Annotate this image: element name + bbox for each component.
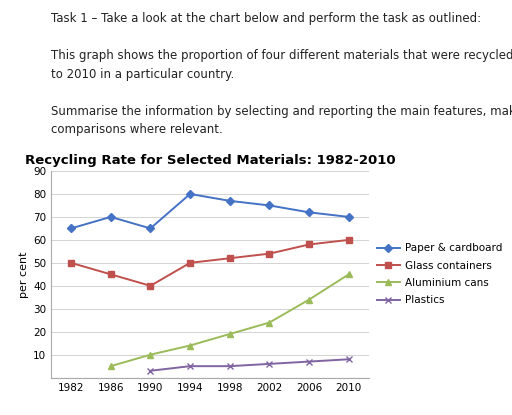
Glass containers (266, 251, 272, 256)
Glass containers (306, 242, 312, 247)
Line: Aluminium cans: Aluminium cans (108, 271, 352, 369)
Paper & cardboard (306, 210, 312, 215)
Plastics (266, 361, 272, 366)
Paper & cardboard (147, 226, 154, 231)
Glass containers (147, 283, 154, 288)
Glass containers (108, 272, 114, 277)
Aluminium cans (346, 272, 352, 277)
Paper & cardboard (68, 226, 74, 231)
Glass containers (187, 260, 193, 265)
Glass containers (227, 256, 233, 261)
Legend: Paper & cardboard, Glass containers, Aluminium cans, Plastics: Paper & cardboard, Glass containers, Alu… (377, 243, 502, 305)
Glass containers (346, 237, 352, 242)
Aluminium cans (187, 343, 193, 348)
Aluminium cans (108, 364, 114, 369)
Aluminium cans (306, 297, 312, 302)
Aluminium cans (147, 352, 154, 357)
Plastics (346, 357, 352, 362)
Glass containers (68, 260, 74, 265)
Aluminium cans (227, 332, 233, 337)
Plastics (227, 364, 233, 369)
Paper & cardboard (187, 191, 193, 196)
Paper & cardboard (346, 215, 352, 220)
Line: Plastics: Plastics (147, 356, 352, 374)
Plastics (147, 368, 154, 373)
Text: Task 1 – Take a look at the chart below and perform the task as outlined:

This : Task 1 – Take a look at the chart below … (51, 12, 512, 137)
Plastics (306, 359, 312, 364)
Aluminium cans (266, 320, 272, 325)
Paper & cardboard (108, 215, 114, 220)
Plastics (187, 364, 193, 369)
Line: Paper & cardboard: Paper & cardboard (68, 191, 352, 232)
Paper & cardboard (266, 203, 272, 208)
Paper & cardboard (227, 198, 233, 203)
Line: Glass containers: Glass containers (68, 237, 352, 289)
Title: Recycling Rate for Selected Materials: 1982-2010: Recycling Rate for Selected Materials: 1… (25, 154, 395, 167)
Y-axis label: per cent: per cent (19, 251, 29, 298)
